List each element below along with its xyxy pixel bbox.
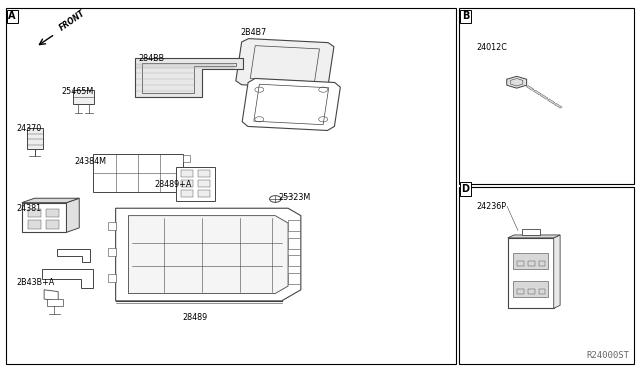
Polygon shape (526, 86, 534, 90)
Text: 24012C: 24012C (476, 42, 508, 51)
Bar (6, 8, 456, 364)
Bar (198, 190, 209, 197)
Bar (182, 179, 190, 186)
Bar (181, 180, 193, 187)
Text: 24381: 24381 (17, 205, 42, 214)
Bar (182, 167, 190, 174)
Polygon shape (508, 235, 560, 238)
Polygon shape (554, 103, 562, 108)
Text: B: B (462, 11, 469, 21)
Text: 25465M: 25465M (61, 87, 93, 96)
Bar (288, 220, 300, 231)
Polygon shape (547, 99, 555, 104)
Bar (508, 238, 554, 308)
Text: 24370: 24370 (17, 124, 42, 133)
Bar (539, 261, 545, 266)
Bar (528, 289, 534, 294)
Bar (198, 170, 209, 177)
Bar (513, 280, 548, 297)
Text: 284BB: 284BB (138, 54, 164, 62)
Text: 25323M: 25323M (278, 193, 311, 202)
Bar (539, 289, 545, 294)
Bar (26, 128, 42, 149)
Bar (288, 273, 300, 284)
Bar (288, 255, 300, 266)
Bar (108, 274, 116, 282)
Bar (176, 167, 214, 201)
Bar (181, 170, 193, 177)
Polygon shape (57, 249, 90, 262)
Text: FRONT: FRONT (58, 8, 87, 32)
Text: 24384M: 24384M (74, 157, 106, 166)
Bar (73, 90, 94, 105)
Text: A: A (8, 11, 16, 21)
Polygon shape (67, 198, 79, 232)
Bar (288, 237, 300, 248)
Bar (517, 261, 524, 266)
Polygon shape (540, 94, 548, 99)
Bar (22, 203, 67, 232)
Bar (46, 221, 59, 229)
Bar (46, 209, 59, 217)
Text: 2B43B+A: 2B43B+A (17, 278, 55, 287)
Bar (28, 221, 41, 229)
Polygon shape (22, 198, 79, 203)
Polygon shape (116, 208, 301, 301)
Polygon shape (554, 235, 560, 308)
Polygon shape (522, 229, 540, 235)
Bar (198, 180, 209, 187)
Text: 28489+A: 28489+A (154, 180, 191, 189)
Bar (528, 261, 534, 266)
Text: R24000ST: R24000ST (587, 351, 630, 360)
Bar (517, 289, 524, 294)
Text: 2B4B7: 2B4B7 (240, 28, 266, 37)
Polygon shape (533, 90, 541, 95)
Bar (181, 190, 193, 197)
Bar (460, 8, 634, 184)
Bar (47, 299, 63, 307)
Text: 28489: 28489 (182, 313, 208, 322)
Polygon shape (507, 76, 527, 88)
Bar (108, 248, 116, 256)
Text: 24236P: 24236P (476, 202, 506, 211)
Polygon shape (236, 39, 334, 89)
Polygon shape (42, 269, 93, 288)
Polygon shape (44, 290, 58, 301)
Polygon shape (129, 216, 288, 294)
Polygon shape (242, 78, 340, 131)
Bar (513, 253, 548, 269)
Bar (182, 155, 190, 161)
Bar (93, 154, 182, 192)
Text: D: D (461, 184, 470, 194)
Bar (108, 222, 116, 231)
Bar (460, 187, 634, 364)
Polygon shape (135, 58, 243, 97)
Bar (28, 209, 41, 217)
